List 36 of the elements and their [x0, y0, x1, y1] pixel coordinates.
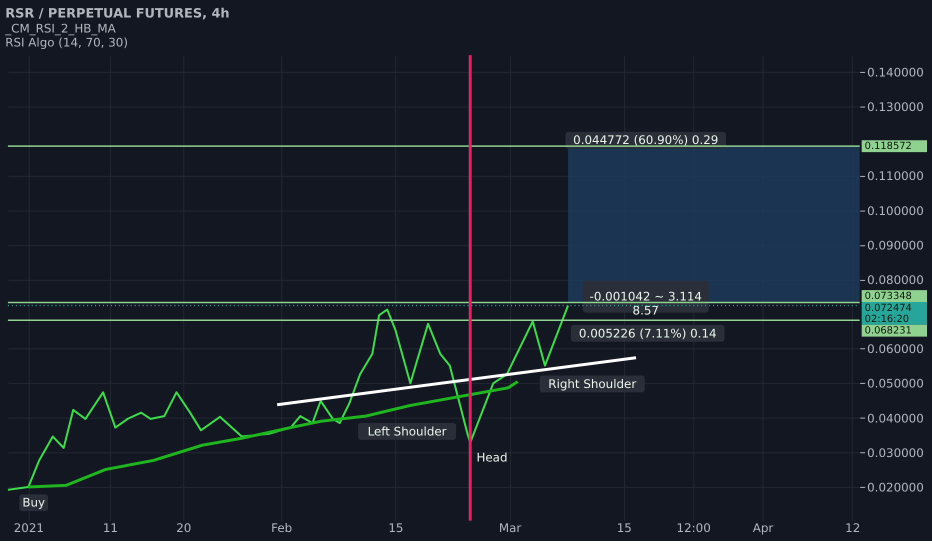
y-tick-label: 0.080000 — [867, 272, 924, 287]
y-tick-label: 0.130000 — [867, 100, 924, 114]
x-tick-label: Apr — [752, 520, 774, 535]
chart-title: RSR / PERPETUAL FUTURES, 4h — [5, 6, 230, 22]
y-tick-label: 0.100000 — [867, 204, 924, 218]
x-tick-label: 20 — [176, 520, 192, 535]
ref-line-label: 0.068231 — [864, 326, 912, 337]
x-tick-label: Feb — [271, 520, 292, 535]
x-tick-label: 11 — [102, 520, 118, 535]
text: _CM_RSI_2_HB_MA — [5, 22, 116, 36]
y-tick-label: 0.030000 — [867, 446, 924, 460]
y-tick-label: 0.140000 — [867, 65, 924, 80]
ref-line-label: 0.118572 — [864, 141, 912, 152]
ref-line-label: 0.073348 — [864, 291, 912, 302]
text: RSI Algo (14, 70, 30) — [5, 35, 128, 50]
y-tick-label: 0.050000 — [867, 376, 924, 391]
x-tick-label: 12 — [845, 520, 860, 535]
annotation: Buy — [22, 496, 46, 510]
annotation: Head — [476, 450, 508, 465]
y-tick-label: 0.090000 — [867, 238, 924, 252]
ref-line-label: 0.072474 02:16:20 — [864, 302, 912, 325]
annotation: 0.005226 (7.11%) 0.14 — [578, 326, 717, 340]
annotation: Right Shoulder — [548, 376, 636, 391]
x-tick-label: Mar — [498, 520, 522, 535]
x-tick-label: 15 — [616, 520, 632, 535]
annotation: 0.044772 (60.90%) 0.29 — [573, 133, 718, 148]
y-tick-label: 0.020000 — [867, 480, 924, 494]
line-series — [26, 380, 520, 489]
y-tick-label: 0.110000 — [867, 169, 924, 184]
x-tick-label: 15 — [388, 520, 404, 535]
y-tick-label: 0.040000 — [867, 411, 924, 426]
x-tick-label: 12:00 — [676, 520, 711, 535]
y-tick-label: 0.060000 — [867, 342, 924, 356]
x-tick-label: 2021 — [14, 520, 44, 535]
annotation: Left Shoulder — [368, 424, 447, 438]
annotation: -0.001042 ~ 3.114 8.57 — [590, 290, 702, 318]
